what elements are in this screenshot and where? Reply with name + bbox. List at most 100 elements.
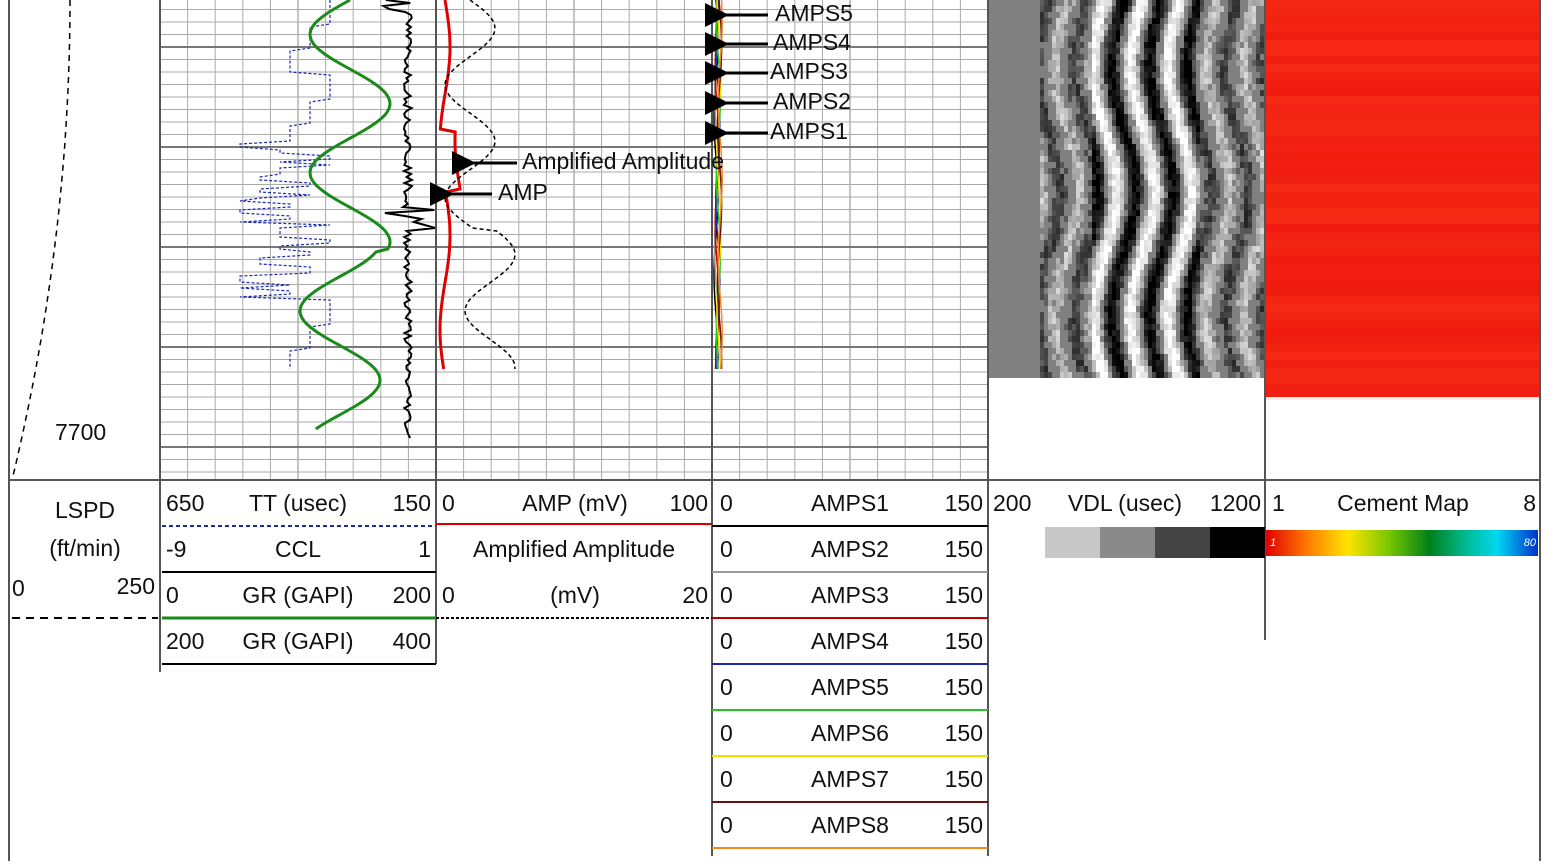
vdl-pixel <box>1164 162 1168 168</box>
vdl-pixel <box>1096 324 1100 330</box>
vdl-pixel <box>1092 324 1096 330</box>
vdl-pixel <box>1220 312 1224 318</box>
vdl-pixel <box>1116 102 1120 108</box>
vdl-pixel <box>1076 96 1080 102</box>
vdl-pixel <box>1052 168 1056 174</box>
vdl-pixel <box>1080 198 1084 204</box>
cement-band <box>1266 176 1540 184</box>
vdl-pixel <box>1100 258 1104 264</box>
vdl-pixel <box>1064 192 1068 198</box>
vdl-pixel <box>1076 192 1080 198</box>
vdl-pixel <box>1144 150 1148 156</box>
cement-band <box>1266 120 1540 128</box>
vdl-pixel <box>1080 180 1084 186</box>
cement-band <box>1266 80 1540 88</box>
vdl-pixel <box>1192 360 1196 366</box>
vdl-pixel <box>1212 84 1216 90</box>
vdl-pixel <box>1136 294 1140 300</box>
scale-min: -9 <box>166 536 186 562</box>
vdl-pixel <box>1160 204 1164 210</box>
vdl-pixel <box>1080 12 1084 18</box>
vdl-pixel <box>1108 360 1112 366</box>
vdl-pixel <box>1124 372 1128 378</box>
vdl-pixel <box>1168 66 1172 72</box>
vdl-pixel <box>1120 174 1124 180</box>
vdl-pixel <box>1108 114 1112 120</box>
vdl-pixel <box>1252 372 1256 378</box>
vdl-pixel <box>1048 78 1052 84</box>
vdl-pixel <box>1056 234 1060 240</box>
vdl-pixel <box>1260 348 1264 354</box>
vdl-pixel <box>1092 78 1096 84</box>
vdl-pixel <box>1252 138 1256 144</box>
vdl-pixel <box>1088 246 1092 252</box>
vdl-pixel <box>1168 252 1172 258</box>
vdl-pixel <box>1216 72 1220 78</box>
vdl-pixel <box>1064 372 1068 378</box>
vdl-pixel <box>1156 264 1160 270</box>
vdl-pixel <box>1240 324 1244 330</box>
vdl-pixel <box>1140 12 1144 18</box>
vdl-pixel <box>1108 288 1112 294</box>
vdl-pixel <box>1152 156 1156 162</box>
vdl-pixel <box>1060 198 1064 204</box>
vdl-pixel <box>1096 180 1100 186</box>
scale-min: 0 <box>720 536 733 562</box>
vdl-pixel <box>1240 318 1244 324</box>
vdl-pixel <box>1172 270 1176 276</box>
vdl-pixel <box>1060 360 1064 366</box>
vdl-pixel <box>1116 42 1120 48</box>
scale-max: 150 <box>945 812 983 838</box>
vdl-pixel <box>1208 180 1212 186</box>
vdl-pixel <box>1132 372 1136 378</box>
vdl-pixel <box>1152 198 1156 204</box>
cement-band <box>1266 64 1540 72</box>
vdl-pixel <box>1180 312 1184 318</box>
vdl-pixel <box>1192 6 1196 12</box>
scale-max: 1 <box>418 536 431 562</box>
vdl-pixel <box>1168 24 1172 30</box>
vdl-pixel <box>1156 204 1160 210</box>
vdl-pixel <box>1168 54 1172 60</box>
vdl-pixel <box>1152 90 1156 96</box>
vdl-pixel <box>1092 120 1096 126</box>
vdl-pixel <box>1092 288 1096 294</box>
vdl-pixel <box>1136 180 1140 186</box>
scale-min: 650 <box>166 490 204 516</box>
vdl-pixel <box>1156 210 1160 216</box>
vdl-pixel <box>1172 204 1176 210</box>
vdl-pixel <box>1160 372 1164 378</box>
vdl-pixel <box>1116 78 1120 84</box>
vdl-pixel <box>1120 102 1124 108</box>
vdl-pixel <box>1172 114 1176 120</box>
vdl-pixel <box>1108 0 1112 6</box>
vdl-pixel <box>1172 60 1176 66</box>
vdl-pixel <box>1068 96 1072 102</box>
vdl-pixel <box>1100 78 1104 84</box>
vdl-pixel <box>1172 24 1176 30</box>
annotation: AMPS2 <box>773 88 851 114</box>
vdl-pixel <box>1056 186 1060 192</box>
vdl-pixel <box>1184 150 1188 156</box>
vdl-pixel <box>1228 198 1232 204</box>
vdl-pixel <box>1180 258 1184 264</box>
vdl-pixel <box>1256 288 1260 294</box>
vdl-pixel <box>1224 186 1228 192</box>
vdl-pixel <box>1104 72 1108 78</box>
vdl-pixel <box>1172 150 1176 156</box>
vdl-pixel <box>1076 276 1080 282</box>
vdl-pixel <box>1152 150 1156 156</box>
vdl-pixel <box>1100 372 1104 378</box>
vdl-pixel <box>1112 222 1116 228</box>
vdl-pixel <box>1172 84 1176 90</box>
vdl-pixel <box>1112 330 1116 336</box>
vdl-pixel <box>1136 366 1140 372</box>
vdl-pixel <box>1088 324 1092 330</box>
vdl-pixel <box>1048 6 1052 12</box>
vdl-pixel <box>1076 114 1080 120</box>
vdl-pixel <box>1072 312 1076 318</box>
vdl-pixel <box>1208 288 1212 294</box>
vdl-pixel <box>1252 132 1256 138</box>
vdl-pixel <box>1260 312 1264 318</box>
vdl-pixel <box>1148 60 1152 66</box>
